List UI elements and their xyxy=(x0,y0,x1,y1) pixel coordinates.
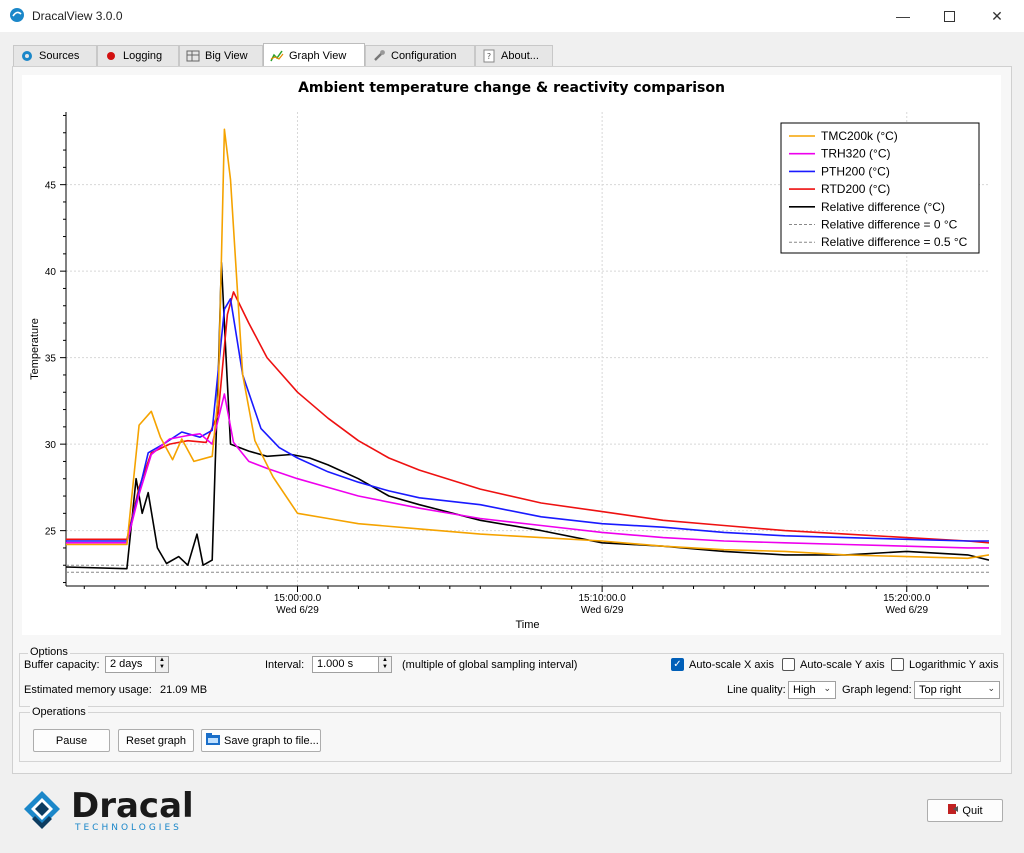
save-graph-button[interactable]: Save graph to file... xyxy=(201,729,321,752)
chevron-down-icon: ⌄ xyxy=(823,683,831,693)
tab-big-view[interactable]: Big View xyxy=(179,45,263,66)
reset-graph-button[interactable]: Reset graph xyxy=(118,729,194,752)
svg-text:?: ? xyxy=(487,52,491,61)
series-line-0 xyxy=(66,128,989,560)
series-line-3 xyxy=(66,291,989,544)
graph-legend-select[interactable]: Top right ⌄ xyxy=(914,681,1000,699)
close-window-button[interactable]: ✕ xyxy=(974,0,1020,32)
save-graph-label: Save graph to file... xyxy=(224,734,319,747)
interval-value: 1.000 s xyxy=(317,658,354,670)
legend-label: Relative difference (°C) xyxy=(821,200,945,214)
operations-group-label: Operations xyxy=(30,706,88,718)
y-tick-label: 25 xyxy=(45,527,57,538)
operations-group: Operations xyxy=(19,706,1001,762)
record-icon xyxy=(104,49,118,63)
graph-icon xyxy=(270,49,284,63)
tab-logging[interactable]: Logging xyxy=(97,45,179,66)
exit-icon xyxy=(947,803,959,818)
interval-label: Interval: xyxy=(265,659,305,671)
tab-label: Sources xyxy=(39,50,80,62)
gear-icon xyxy=(20,49,34,63)
legend-label: Relative difference = 0 °C xyxy=(821,218,958,232)
y-axis-label: Temperature xyxy=(29,318,41,380)
line-quality-select[interactable]: High ⌄ xyxy=(788,681,836,699)
line-quality-label: Line quality: xyxy=(727,684,786,696)
window-title: DracalView 3.0.0 xyxy=(32,9,123,23)
line-quality-value: High xyxy=(793,684,816,696)
tab-sources[interactable]: Sources xyxy=(13,45,97,66)
x-tick-date: Wed 6/29 xyxy=(276,605,319,616)
graph-legend-label: Graph legend: xyxy=(842,684,912,696)
memory-usage-value: 21.09 MB xyxy=(160,684,208,696)
memory-usage-label: Estimated memory usage: xyxy=(24,684,152,696)
spin-arrows-icon[interactable]: ▲ ▼ xyxy=(155,657,168,672)
close-icon: ✕ xyxy=(991,7,1003,24)
series-line-1 xyxy=(66,393,989,549)
y-tick-label: 40 xyxy=(45,267,57,278)
y-tick-label: 45 xyxy=(45,181,57,192)
x-tick-date: Wed 6/29 xyxy=(581,605,624,616)
x-tick-date: Wed 6/29 xyxy=(885,605,928,616)
maximize-icon xyxy=(943,10,955,22)
checkmark-icon: ✓ xyxy=(673,659,682,670)
tab-label: Graph View xyxy=(289,49,347,62)
series-line-2 xyxy=(66,298,989,542)
chart-title: Ambient temperature change & reactivity … xyxy=(298,80,725,96)
legend-label: TRH320 (°C) xyxy=(821,147,890,161)
tab-graph-view[interactable]: Graph View xyxy=(263,43,365,67)
minimize-button[interactable]: — xyxy=(880,0,926,32)
save-file-icon xyxy=(205,732,221,749)
chevron-down-icon: ⌄ xyxy=(987,683,995,693)
log-y-label[interactable]: Logarithmic Y axis xyxy=(909,659,999,671)
title-bar: DracalView 3.0.0 — ✕ xyxy=(0,0,1024,32)
table-icon xyxy=(186,49,200,63)
logo-text: Dracal xyxy=(71,786,194,826)
legend-label: PTH200 (°C) xyxy=(821,164,890,178)
legend-label: RTD200 (°C) xyxy=(821,182,890,196)
tab-label: Configuration xyxy=(391,50,457,62)
y-tick-label: 30 xyxy=(45,440,57,451)
legend-box xyxy=(780,122,980,254)
options-group: Options xyxy=(19,646,1004,707)
tab-about[interactable]: ? About... xyxy=(475,45,553,66)
buffer-capacity-spinbox[interactable]: 2 days ▲ ▼ xyxy=(105,656,169,673)
options-group-label: Options xyxy=(28,646,70,658)
series-line-4 xyxy=(66,261,989,570)
buffer-capacity-value: 2 days xyxy=(110,658,143,670)
tab-label: Logging xyxy=(123,50,163,62)
autoscale-y-label[interactable]: Auto-scale Y axis xyxy=(800,659,885,671)
pause-button[interactable]: Pause xyxy=(33,729,110,752)
graph-legend-value: Top right xyxy=(919,684,962,696)
x-tick-label: 15:00:00.0 xyxy=(274,593,322,604)
buffer-capacity-label: Buffer capacity: xyxy=(24,659,100,671)
legend-label: TMC200k (°C) xyxy=(821,129,898,143)
graph-area[interactable]: Ambient temperature change & reactivity … xyxy=(22,75,1001,635)
quit-button[interactable]: Quit xyxy=(927,799,1003,822)
tab-label: About... xyxy=(501,50,539,62)
wrench-icon xyxy=(372,49,386,63)
spin-arrows-icon[interactable]: ▲ ▼ xyxy=(378,657,391,672)
y-tick-label: 35 xyxy=(45,354,57,365)
minimize-icon: — xyxy=(896,8,910,24)
tab-label: Big View xyxy=(205,50,248,62)
autoscale-x-checkbox[interactable]: ✓ xyxy=(671,658,684,671)
autoscale-y-checkbox[interactable] xyxy=(782,658,795,671)
interval-spinbox[interactable]: 1.000 s ▲ ▼ xyxy=(312,656,392,673)
dracal-logo: Dracal TECHNOLOGIES xyxy=(22,786,194,838)
help-icon: ? xyxy=(482,49,496,63)
x-tick-label: 15:10:00.0 xyxy=(578,593,626,604)
tab-configuration[interactable]: Configuration xyxy=(365,45,475,66)
log-y-checkbox[interactable] xyxy=(891,658,904,671)
maximize-button[interactable] xyxy=(926,0,972,32)
x-tick-label: 15:20:00.0 xyxy=(883,593,931,604)
x-axis-label: Time xyxy=(515,619,539,631)
legend-label: Relative difference = 0.5 °C xyxy=(821,235,968,249)
quit-label: Quit xyxy=(962,804,983,817)
autoscale-x-label[interactable]: Auto-scale X axis xyxy=(689,659,774,671)
logo-subtext: TECHNOLOGIES xyxy=(75,823,182,833)
app-icon xyxy=(10,8,24,22)
interval-note: (multiple of global sampling interval) xyxy=(402,659,578,671)
